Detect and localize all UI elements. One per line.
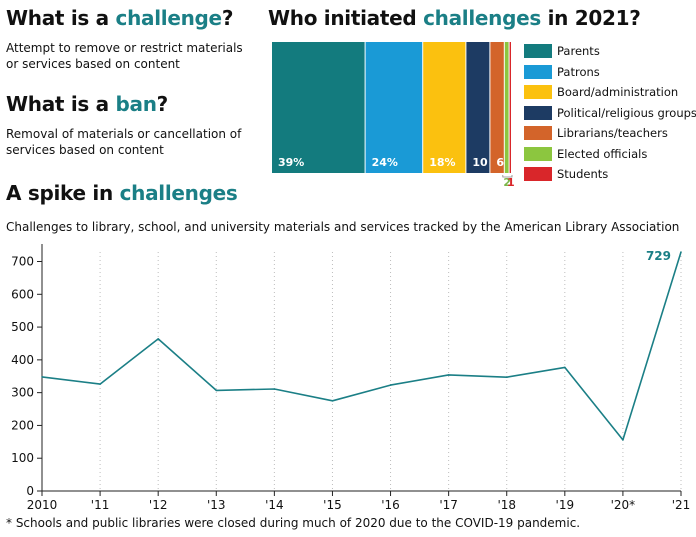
- data-point: [331, 400, 334, 402]
- y-tick-label: 400: [11, 353, 34, 367]
- stack-label-1: 39%: [278, 156, 304, 169]
- legend-swatch: [524, 44, 552, 58]
- legend-label: Patrons: [557, 64, 600, 79]
- stack-segment-7: [509, 42, 511, 173]
- stack-segment-3: [423, 42, 466, 173]
- legend-swatch: [524, 105, 552, 120]
- data-point: [389, 384, 392, 386]
- x-tick-label: 2010: [27, 498, 58, 512]
- small-segments-bracket: [502, 175, 513, 178]
- stack-label-6: 2: [503, 176, 511, 189]
- data-point: [99, 383, 101, 385]
- data-point: [505, 376, 508, 379]
- initiators-heading: Who initiated challenges in 2021?: [268, 6, 641, 30]
- stack-segment-4: [466, 42, 490, 173]
- challenge-heading-pre: What is a: [6, 6, 116, 30]
- legend-label: Elected officials: [557, 146, 648, 161]
- legend-label: Librarians/teachers: [557, 126, 668, 140]
- challenge-heading-em: challenge: [115, 6, 223, 30]
- legend-label: Political/religious groups: [557, 105, 696, 120]
- legend-swatch: [524, 167, 552, 181]
- initiators-heading-pre: Who initiated: [268, 6, 424, 30]
- stack-label-5: 6: [496, 156, 504, 169]
- legend-label: Students: [557, 167, 609, 181]
- ban-heading: What is a ban?: [6, 92, 168, 116]
- x-tick-label: '15: [323, 498, 342, 512]
- stack-label-2: 24%: [372, 156, 398, 169]
- stack-label-7: 1: [507, 176, 514, 189]
- x-tick-label: '12: [149, 498, 168, 512]
- x-tick-label: '18: [497, 498, 516, 512]
- x-tick-label: '21: [672, 498, 691, 512]
- challenges-line-chart: 0 100 200 300 400 500 600 700 2010 '11 '12 '13 '14 '1…: [11, 244, 691, 512]
- data-point: [273, 388, 276, 390]
- y-tick-label: 500: [11, 320, 34, 334]
- x-tick-label: '13: [207, 498, 226, 512]
- x-tick-label: '11: [91, 498, 110, 512]
- chart-subtitle: Challenges to library, school, and unive…: [6, 220, 680, 234]
- stack-label-4: 10: [472, 156, 488, 169]
- initiators-heading-post: in 2021?: [540, 6, 641, 30]
- initiators-stacked-bar: 39% 24% 18% 10 6 21: [272, 42, 514, 189]
- legend-swatch: [524, 85, 552, 99]
- ban-definition: Removal of materials or cancellation of …: [6, 127, 242, 157]
- spike-heading-pre: A spike in: [6, 181, 120, 205]
- x-tick-label: '14: [265, 498, 284, 512]
- spike-heading: A spike in challenges: [6, 181, 238, 205]
- initiators-heading-em: challenges: [423, 6, 541, 30]
- data-point: [41, 376, 43, 378]
- data-point: [157, 338, 159, 340]
- ban-heading-pre: What is a: [6, 92, 116, 116]
- x-tick-label: '20*: [611, 498, 636, 512]
- x-tick-label: '17: [439, 498, 458, 512]
- y-tick-label: 600: [11, 287, 34, 301]
- stack-segment-5: [490, 42, 504, 173]
- challenges-series-line: [41, 251, 682, 441]
- stack-label-3: 18%: [429, 156, 455, 169]
- legend-label: Parents: [557, 44, 600, 58]
- footnote: * Schools and public libraries were clos…: [6, 516, 581, 530]
- x-tick-label: '19: [556, 498, 575, 512]
- peak-annotation: 729: [646, 249, 671, 263]
- ban-heading-em: ban: [115, 92, 157, 116]
- data-point: [564, 366, 566, 369]
- data-point: [215, 389, 218, 392]
- data-point: [622, 439, 624, 441]
- x-tick-label: '16: [381, 498, 400, 512]
- legend-swatch: [524, 146, 552, 161]
- y-tick-label: 100: [11, 451, 34, 465]
- stack-segment-2: [365, 42, 423, 173]
- legend-swatch: [524, 64, 552, 79]
- y-tick-label: 300: [11, 386, 34, 400]
- challenge-heading-post: ?: [221, 6, 234, 30]
- data-point: [680, 251, 682, 253]
- y-tick-label: 700: [11, 255, 34, 269]
- challenge-definition: Attempt to remove or restrict materials …: [6, 41, 243, 71]
- spike-heading-em: challenges: [119, 181, 238, 205]
- stack-segment-1: [272, 42, 365, 173]
- y-tick-label: 0: [26, 484, 34, 498]
- legend-label: Board/administration: [557, 85, 679, 99]
- challenge-heading: What is a challenge?: [6, 6, 233, 30]
- y-tick-label: 200: [11, 418, 34, 432]
- ban-heading-post: ?: [156, 92, 169, 116]
- legend-swatch: [524, 126, 552, 140]
- data-point: [447, 374, 450, 376]
- stack-segment-6: [504, 42, 509, 173]
